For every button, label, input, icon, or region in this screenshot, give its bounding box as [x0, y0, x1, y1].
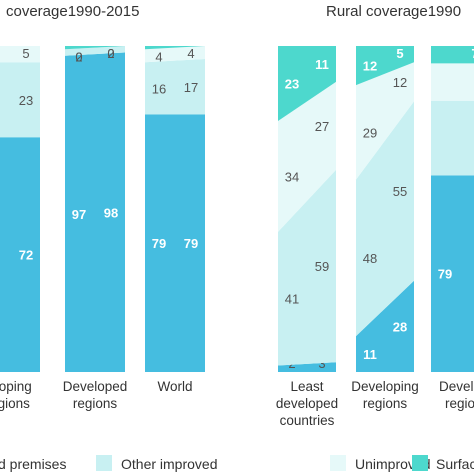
data-label: 16 — [152, 81, 166, 96]
legend-label: Surface w — [436, 456, 474, 472]
data-label: 59 — [315, 259, 329, 274]
category-label: regions — [363, 396, 408, 411]
right-chart-title: Rural coverage1990 — [326, 3, 461, 20]
data-label: 1 — [155, 30, 162, 45]
band-other-improved — [65, 46, 125, 56]
legend-label: Other improved — [121, 456, 217, 472]
chart-panels: 7223509798220010797916174410234159342723… — [0, 30, 474, 373]
data-label: 41 — [285, 292, 299, 307]
legend: d premises Other improved Unimproved Surfac… — [0, 455, 474, 472]
data-label: 72 — [19, 248, 33, 263]
data-label: 11 — [315, 57, 329, 72]
category-label: regions — [73, 396, 118, 411]
band-other-improved — [431, 100, 474, 176]
category-label: World — [157, 379, 192, 394]
data-label: 98 — [104, 205, 118, 220]
data-label: 55 — [393, 184, 407, 199]
data-label: 0 — [75, 49, 82, 64]
data-label: 11 — [363, 347, 377, 362]
band-unimproved — [145, 46, 205, 63]
band-piped — [356, 280, 414, 372]
band-piped — [0, 137, 40, 372]
bar-world: 79 79 16 17 4 4 1 0 — [145, 30, 205, 373]
band-piped — [145, 114, 205, 373]
bar-developed-regions: 79 7 — [431, 46, 474, 372]
data-label: 79 — [438, 267, 452, 282]
data-label: 4 — [155, 49, 162, 64]
data-label: 7 — [471, 46, 474, 61]
bar-developing-regions: 72 23 50 — [0, 30, 40, 372]
band-unimproved — [0, 46, 40, 63]
band-unimproved — [356, 62, 414, 180]
band-piped — [65, 52, 125, 373]
legend-label: Unimproved — [355, 456, 430, 472]
data-label: 12 — [363, 59, 377, 74]
bar-least-developed-countries: 23415934272311 — [278, 46, 336, 372]
band-unimproved — [278, 81, 336, 232]
legend-swatch — [412, 455, 428, 471]
data-label: 17 — [184, 80, 198, 95]
legend-item-other-improved: Other improved — [96, 455, 217, 472]
band-surface-water — [431, 46, 474, 64]
data-label: 4 — [187, 46, 194, 61]
legend-item-surface-water: Surface w — [412, 455, 474, 472]
band-other-improved — [0, 62, 40, 138]
band-other-improved — [356, 101, 414, 337]
data-label: 79 — [152, 236, 166, 251]
bar-developed-regions: 97 982 20 01 0 — [65, 30, 125, 373]
legend-item-piped: d premises — [0, 456, 66, 472]
band-surface-water — [356, 46, 414, 86]
legend-item-unimproved: Unimproved — [330, 455, 430, 472]
left-chart-title: coverage1990-2015 — [6, 3, 139, 20]
band-other-improved — [145, 59, 205, 115]
data-label: 5 — [396, 46, 403, 61]
band-piped — [431, 175, 474, 372]
data-label: 79 — [184, 236, 198, 251]
legend-swatch — [330, 455, 346, 471]
data-label: 12 — [393, 75, 407, 90]
data-label: 97 — [72, 207, 86, 222]
data-label: 34 — [285, 169, 299, 184]
band-surface-water — [145, 46, 205, 50]
data-label: 2 — [107, 46, 114, 61]
data-label: 0 — [107, 30, 114, 45]
category-label: Developed — [63, 379, 128, 394]
data-label: 23 — [19, 93, 33, 108]
category-label: eloping — [0, 379, 32, 394]
data-label: 23 — [285, 76, 299, 91]
category-label: developed — [276, 396, 338, 411]
category-label: Developing — [351, 379, 419, 394]
band-surface-water — [278, 46, 336, 121]
category-label: regio — [445, 396, 474, 411]
category-label: countries — [280, 413, 335, 428]
legend-label: d premises — [0, 456, 66, 472]
data-label: 2 — [75, 49, 82, 64]
data-label: 0 — [187, 30, 194, 45]
category-label: egions — [0, 396, 30, 411]
category-labels: eloping egions Developed regions World Least d… — [0, 379, 474, 428]
legend-swatch — [96, 455, 112, 471]
data-label: 0 — [107, 46, 114, 61]
data-label: 3 — [318, 356, 325, 371]
data-label: 1 — [75, 30, 82, 45]
band-surface-water — [65, 46, 125, 50]
data-label: 27 — [315, 119, 329, 134]
category-label: Least — [290, 379, 323, 394]
data-label: 48 — [363, 251, 377, 266]
data-label: 28 — [393, 319, 407, 334]
category-label: Develo — [439, 379, 474, 394]
data-label: 5 — [22, 46, 29, 61]
data-label: 29 — [363, 125, 377, 140]
data-label: 0 — [22, 30, 29, 45]
bar-developing-regions: 11 28 48 55 29 12 12 5 — [356, 46, 414, 372]
band-unimproved — [431, 63, 474, 101]
band-other-improved — [278, 169, 336, 366]
